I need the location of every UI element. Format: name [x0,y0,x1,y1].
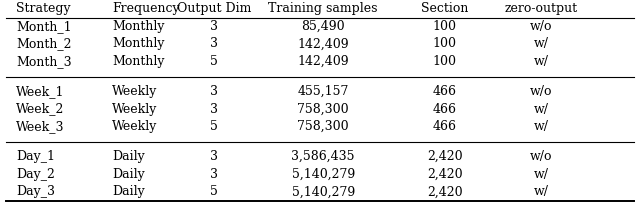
Text: Week_1: Week_1 [16,85,65,98]
Text: Daily: Daily [112,168,145,181]
Text: w/o: w/o [529,20,552,33]
Text: 142,409: 142,409 [298,55,349,68]
Text: Training samples: Training samples [268,2,378,15]
Text: 455,157: 455,157 [298,85,349,98]
Text: w/: w/ [533,55,548,68]
Text: Week_2: Week_2 [16,103,65,116]
Text: 5: 5 [211,120,218,133]
Text: 2,420: 2,420 [427,150,463,163]
Text: 142,409: 142,409 [298,37,349,50]
Text: Day_2: Day_2 [16,168,55,181]
Text: 2,420: 2,420 [427,168,463,181]
Text: 85,490: 85,490 [301,20,345,33]
Text: 3,586,435: 3,586,435 [291,150,355,163]
Text: Output Dim: Output Dim [177,2,252,15]
Text: 5,140,279: 5,140,279 [292,168,355,181]
Text: Month_1: Month_1 [16,20,72,33]
Text: 100: 100 [433,55,457,68]
Text: 466: 466 [433,85,457,98]
Text: Daily: Daily [112,185,145,199]
Text: 466: 466 [433,120,457,133]
Text: Section: Section [421,2,468,15]
Text: Month_2: Month_2 [16,37,72,50]
Text: Day_3: Day_3 [16,185,55,199]
Text: 100: 100 [433,20,457,33]
Text: Monthly: Monthly [112,37,164,50]
Text: w/o: w/o [529,150,552,163]
Text: Weekly: Weekly [112,85,157,98]
Text: Daily: Daily [112,150,145,163]
Text: Day_1: Day_1 [16,150,55,163]
Text: w/o: w/o [529,85,552,98]
Text: Month_3: Month_3 [16,55,72,68]
Text: 100: 100 [433,37,457,50]
Text: w/: w/ [533,120,548,133]
Text: 3: 3 [211,37,218,50]
Text: Week_3: Week_3 [16,120,65,133]
Text: 3: 3 [211,168,218,181]
Text: 3: 3 [211,103,218,116]
Text: 2,420: 2,420 [427,185,463,199]
Text: Weekly: Weekly [112,120,157,133]
Text: w/: w/ [533,185,548,199]
Text: 3: 3 [211,85,218,98]
Text: 758,300: 758,300 [298,103,349,116]
Text: 5: 5 [211,55,218,68]
Text: Frequency: Frequency [112,2,180,15]
Text: 5: 5 [211,185,218,199]
Text: 758,300: 758,300 [298,120,349,133]
Text: w/: w/ [533,37,548,50]
Text: Monthly: Monthly [112,20,164,33]
Text: Strategy: Strategy [16,2,70,15]
Text: Weekly: Weekly [112,103,157,116]
Text: 3: 3 [211,150,218,163]
Text: w/: w/ [533,168,548,181]
Text: Monthly: Monthly [112,55,164,68]
Text: zero-output: zero-output [504,2,577,15]
Text: 5,140,279: 5,140,279 [292,185,355,199]
Text: 3: 3 [211,20,218,33]
Text: 466: 466 [433,103,457,116]
Text: w/: w/ [533,103,548,116]
